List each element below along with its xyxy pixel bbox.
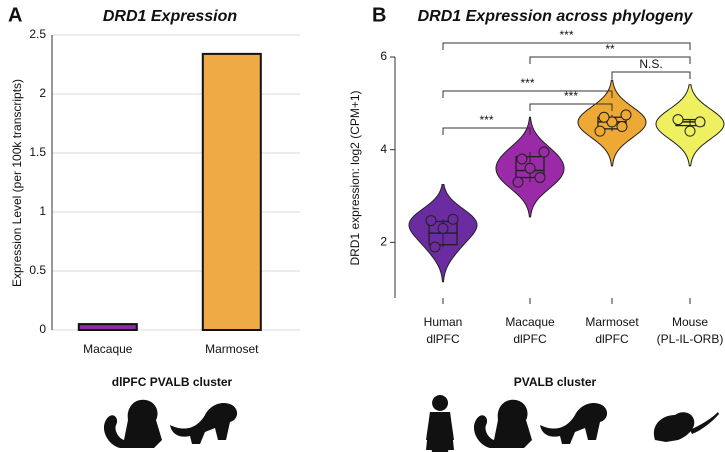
x-tick-label: dlPFC — [426, 332, 460, 346]
point — [694, 116, 706, 128]
x-tick-label: Marmoset — [205, 342, 259, 356]
y-tick-label: 1.5 — [29, 145, 46, 159]
significance: *** — [520, 76, 534, 90]
x-axis-label: dlPFC PVALB cluster — [112, 375, 233, 389]
panel-label: A — [8, 4, 22, 26]
point — [447, 213, 459, 225]
x-tick-label: Human — [424, 315, 463, 329]
y-tick-label: 4 — [380, 142, 387, 156]
bar — [201, 52, 262, 331]
panel-label: B — [372, 4, 386, 26]
significance: *** — [564, 89, 578, 103]
bracket — [529, 56, 691, 64]
significance: *** — [479, 113, 493, 127]
x-tick-label: dlPFC — [513, 332, 547, 346]
point — [684, 125, 696, 137]
point — [524, 162, 536, 174]
x-axis-label: PVALB cluster — [514, 375, 597, 389]
bracket — [529, 103, 613, 111]
bar — [77, 323, 138, 332]
point — [516, 153, 528, 165]
y-tick-label: 2.5 — [29, 27, 46, 41]
y-tick-label: 0 — [39, 322, 46, 336]
y-axis-label: Expression Level (per 100k transcripts) — [10, 79, 24, 287]
point — [534, 172, 546, 183]
point — [672, 114, 684, 126]
x-tick-label: Marmoset — [585, 315, 639, 329]
x-tick-label: (PL-IL-ORB) — [657, 332, 724, 346]
x-tick-label: Macaque — [83, 342, 133, 356]
y-tick-label: 2 — [39, 86, 46, 100]
point — [429, 241, 441, 253]
significance: N.S. — [639, 57, 662, 71]
chart-title: DRD1 Expression — [103, 8, 237, 25]
point — [606, 116, 618, 128]
silhouettes — [103, 395, 719, 452]
point — [425, 215, 437, 227]
point — [620, 109, 632, 121]
point — [616, 121, 628, 133]
bracket — [442, 42, 691, 50]
point — [437, 222, 449, 234]
significance: *** — [559, 28, 573, 42]
chart-title: DRD1 Expression across phylogeny — [418, 8, 694, 25]
box — [515, 155, 545, 179]
point — [598, 111, 610, 123]
bracket — [611, 71, 691, 79]
bracket — [442, 127, 531, 135]
point — [538, 146, 550, 158]
y-tick-label: 6 — [380, 49, 387, 63]
y-axis-label: DRD1 expression: log2 (CPM+1) — [348, 90, 362, 265]
x-tick-label: Mouse — [672, 315, 708, 329]
bracket — [442, 90, 613, 98]
point — [594, 125, 606, 137]
x-tick-label: dlPFC — [595, 332, 629, 346]
x-tick-label: Macaque — [505, 315, 555, 329]
y-tick-label: 0.5 — [29, 263, 46, 277]
y-tick-label: 2 — [380, 235, 387, 249]
y-tick-label: 1 — [39, 204, 46, 218]
point — [512, 176, 524, 188]
significance: ** — [605, 42, 615, 56]
